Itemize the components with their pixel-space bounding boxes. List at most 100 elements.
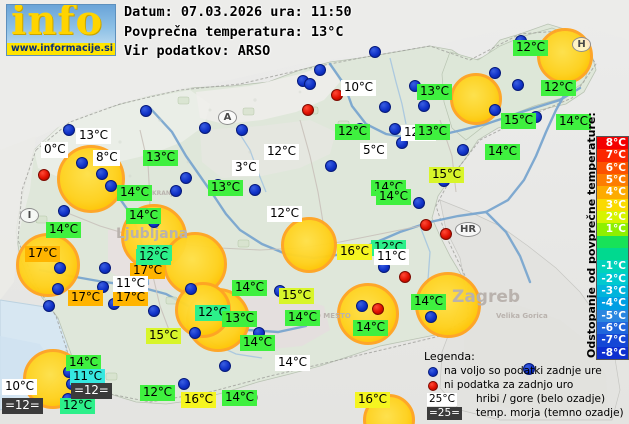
temperature-label: 11°C (374, 249, 409, 265)
station-dot-current[interactable] (140, 105, 152, 117)
temperature-label: 17°C (113, 290, 148, 306)
scale-segment-label: -1°C (601, 260, 626, 273)
temperature-label: 5°C (360, 143, 388, 159)
temperature-label: 15°C (501, 113, 536, 129)
scale-segment-label: 6°C (605, 161, 626, 174)
temperature-label: 12°C (267, 206, 302, 222)
temperature-label: 14°C (232, 280, 267, 296)
legend-blue-dot-icon (428, 366, 438, 377)
temperature-label: 11°C (70, 369, 105, 385)
station-dot-current[interactable] (413, 197, 425, 209)
legend-rows: na voljo so podatki zadnje ure ni podatka… (424, 364, 624, 421)
station-dot-current[interactable] (180, 172, 192, 184)
station-dot-current[interactable] (43, 300, 55, 312)
temperature-label: =12= (2, 398, 43, 414)
station-dot-stale[interactable] (38, 169, 50, 181)
legend: Legenda: na voljo so podatki zadnje ure n… (424, 350, 624, 421)
temperature-label: 14°C (411, 294, 446, 310)
city-label: NOVO MESTO (298, 312, 351, 320)
station-dot-current[interactable] (236, 124, 248, 136)
station-dot-current[interactable] (148, 305, 160, 317)
scale-segment: 3°C (597, 198, 628, 211)
scale-segment: 7°C (597, 149, 628, 162)
anomaly-blob (281, 217, 337, 273)
station-dot-current[interactable] (76, 157, 88, 169)
station-dot-stale[interactable] (399, 271, 411, 283)
station-dot-current[interactable] (379, 101, 391, 113)
station-dot-stale[interactable] (302, 104, 314, 116)
legend-item-text: ni podatka za zadnjo uro (444, 378, 574, 391)
header-data-source: Vir podatkov: ARSO (124, 43, 271, 59)
station-dot-stale[interactable] (420, 219, 432, 231)
country-code-hr: HR (455, 222, 481, 237)
station-dot-current[interactable] (249, 184, 261, 196)
station-dot-current[interactable] (63, 124, 75, 136)
station-dot-current[interactable] (52, 283, 64, 295)
station-dot-current[interactable] (523, 363, 535, 375)
station-dot-current[interactable] (356, 300, 368, 312)
site-logo[interactable]: info www.informacije.si (6, 4, 116, 56)
temperature-label: 12°C (140, 385, 175, 401)
station-dot-current[interactable] (489, 104, 501, 116)
station-dot-current[interactable] (314, 64, 326, 76)
station-dot-current[interactable] (425, 311, 437, 323)
legend-sea-chip: =25= (427, 406, 462, 420)
temperature-label: 13°C (222, 311, 257, 327)
scale-segment (597, 235, 628, 248)
station-dot-current[interactable] (418, 100, 430, 112)
scale-segment-label: -3°C (601, 285, 626, 298)
country-code-h: H (572, 37, 591, 52)
city-label: Velika Gorica (496, 312, 548, 320)
scale-segment-label: 8°C (605, 137, 626, 150)
city-label: Ljubljana (116, 226, 189, 242)
scale-segment-label: -5°C (601, 309, 626, 322)
station-dot-current[interactable] (489, 67, 501, 79)
station-dot-current[interactable] (54, 262, 66, 274)
scale-segment: -1°C (597, 260, 628, 273)
temperature-label: 12°C (513, 40, 548, 56)
station-dot-current[interactable] (178, 378, 190, 390)
temperature-label: 15°C (429, 167, 464, 183)
station-dot-current[interactable] (170, 185, 182, 197)
legend-title: Legenda: (424, 350, 475, 363)
station-dot-current[interactable] (219, 360, 231, 372)
logo-url: www.informacije.si (7, 43, 115, 55)
temperature-label: 11°C (113, 276, 148, 292)
anomaly-blob (450, 73, 502, 125)
temperature-label: 13°C (143, 150, 178, 166)
station-dot-current[interactable] (96, 168, 108, 180)
scale-segment: -7°C (597, 334, 628, 347)
station-dot-current[interactable] (189, 327, 201, 339)
header-average-temperature: Povprečna temperatura: 13°C (124, 23, 344, 40)
temperature-label: 14°C (117, 185, 152, 201)
station-dot-stale[interactable] (440, 228, 452, 240)
station-dot-current[interactable] (199, 122, 211, 134)
station-dot-current[interactable] (185, 283, 197, 295)
scale-segment: -6°C (597, 321, 628, 335)
temperature-label: 17°C (130, 263, 165, 279)
temperature-label: 13°C (415, 124, 450, 140)
legend-item-text: na voljo so podatki zadnje ure (444, 364, 602, 377)
anomaly-blob (537, 28, 593, 84)
temperature-label: 14°C (485, 144, 520, 160)
station-dot-current[interactable] (105, 180, 117, 192)
station-dot-current[interactable] (369, 46, 381, 58)
scale-segment-label: 4°C (605, 186, 626, 199)
station-dot-stale[interactable] (372, 303, 384, 315)
scale-segment: -2°C (597, 272, 628, 285)
scale-segment: -8°C (597, 346, 628, 359)
header-date-time: Datum: 07.03.2026 ura: 11:50 (124, 4, 352, 20)
legend-item-text: temp. morja (temno ozadje) (476, 406, 624, 419)
station-dot-current[interactable] (389, 123, 401, 135)
station-dot-current[interactable] (512, 79, 524, 91)
station-dot-current[interactable] (304, 78, 316, 90)
station-dot-current[interactable] (99, 262, 111, 274)
station-dot-current[interactable] (325, 160, 337, 172)
station-dot-current[interactable] (457, 144, 469, 156)
station-dot-current[interactable] (58, 205, 70, 217)
scale-segment: -4°C (597, 297, 628, 310)
scale-segment: -3°C (597, 284, 628, 298)
scale-segment-label: 3°C (605, 198, 626, 211)
